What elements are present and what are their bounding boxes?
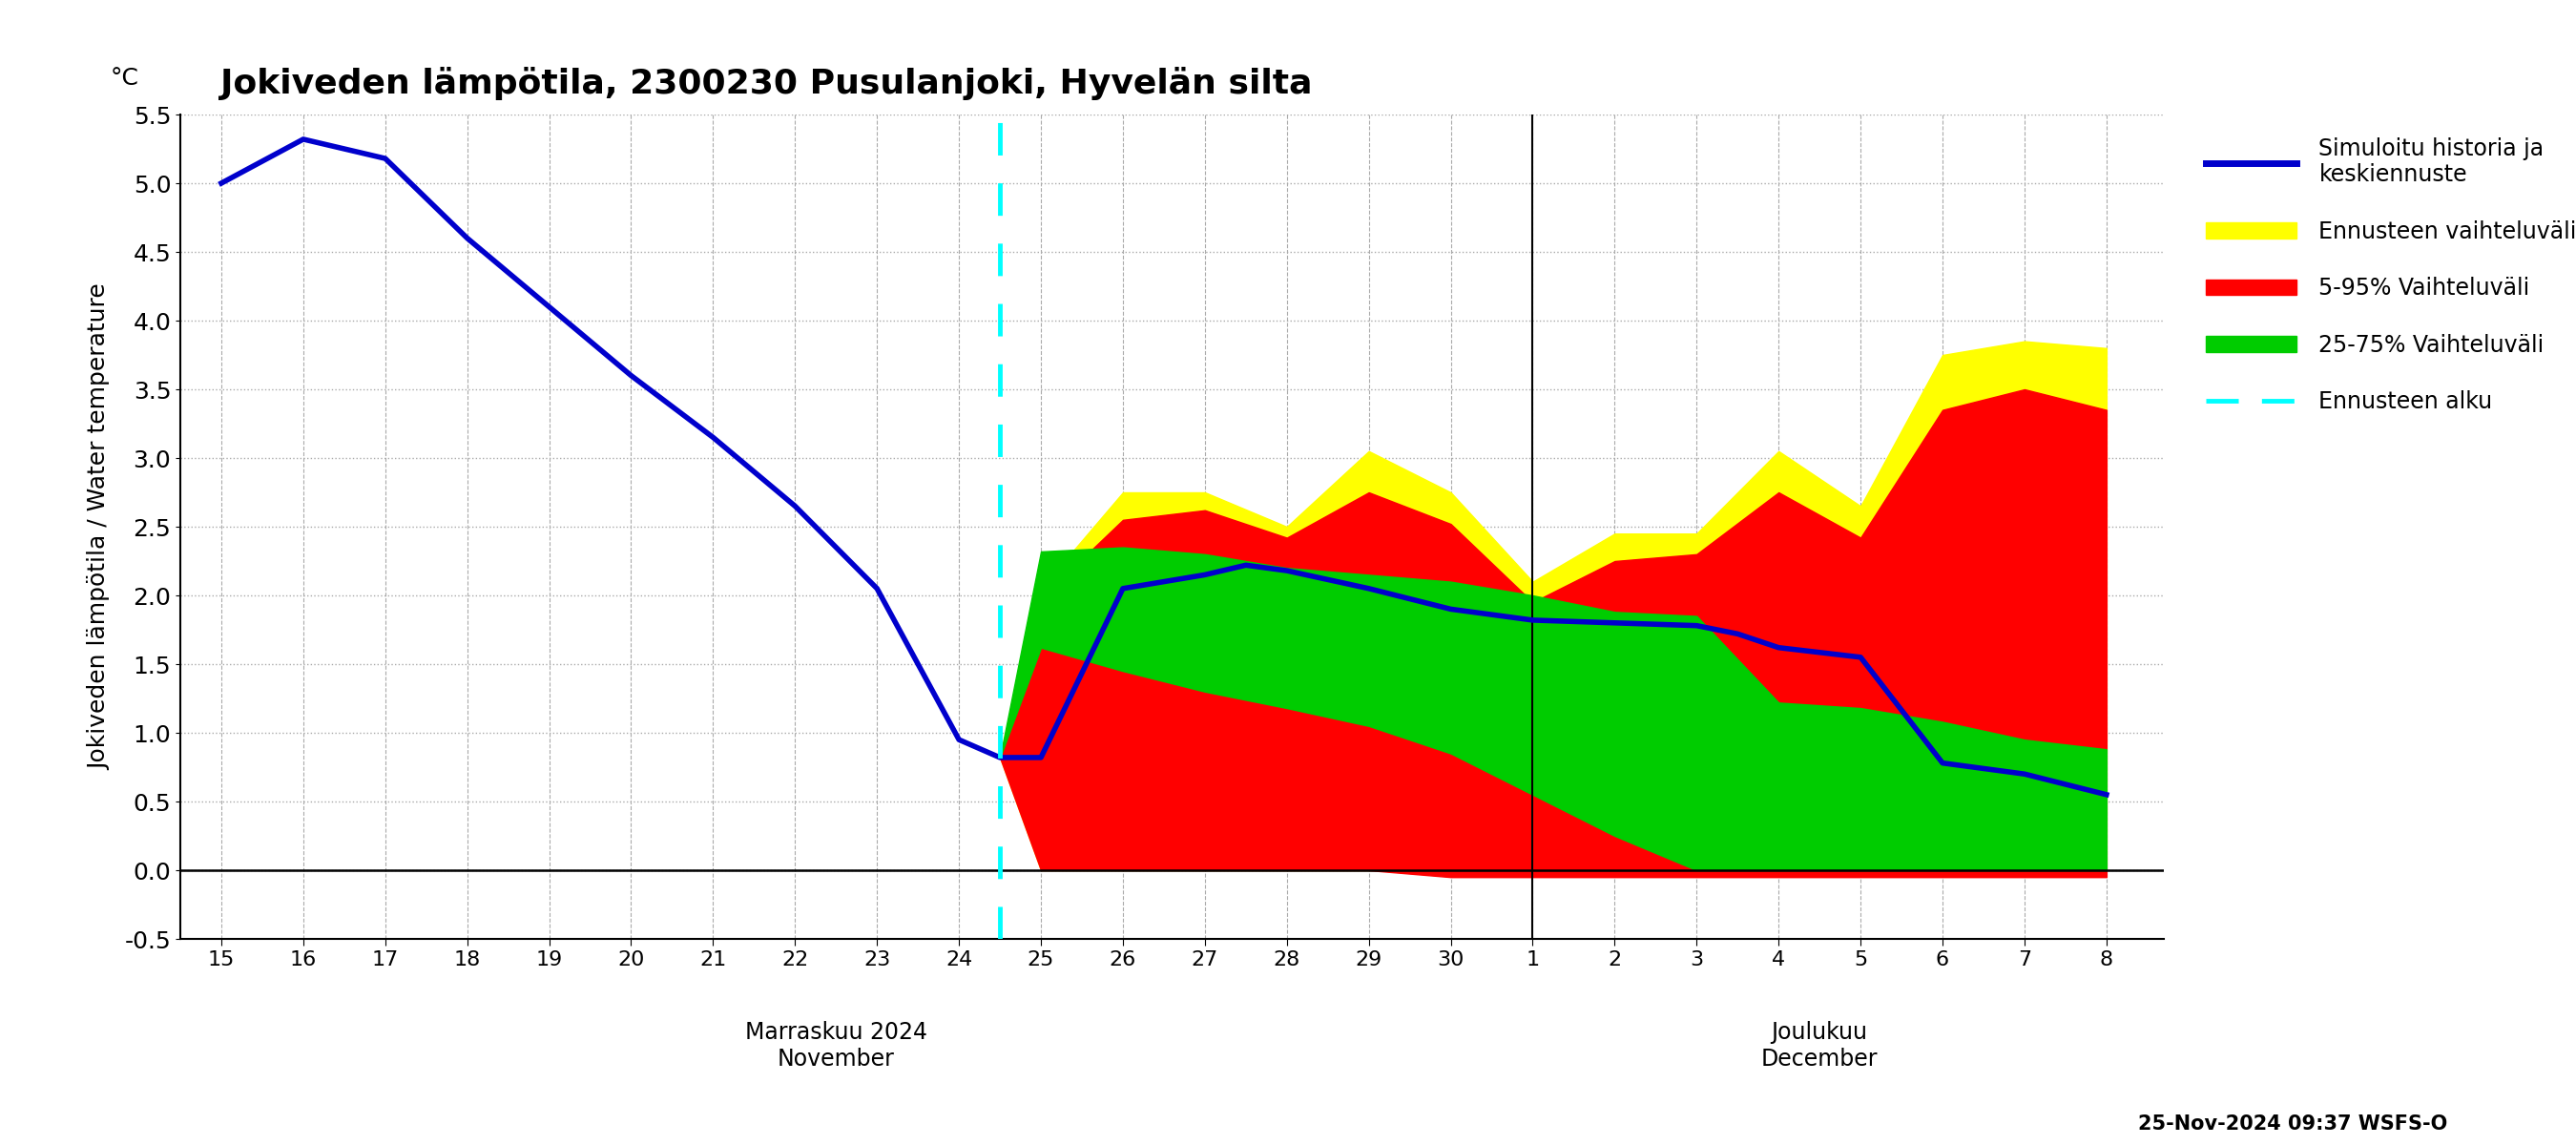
Y-axis label: Jokiveden lämpötila / Water temperature: Jokiveden lämpötila / Water temperature: [88, 284, 111, 769]
Text: °C: °C: [111, 66, 139, 89]
Text: Marraskuu 2024
November: Marraskuu 2024 November: [744, 1021, 927, 1071]
Text: 25-Nov-2024 09:37 WSFS-O: 25-Nov-2024 09:37 WSFS-O: [2138, 1114, 2447, 1134]
Legend: Simuloitu historia ja
keskiennuste, Ennusteen vaihteluväli, 5-95% Vaihteluväli, : Simuloitu historia ja keskiennuste, Ennu…: [2195, 126, 2576, 425]
Text: Jokiveden lämpötila, 2300230 Pusulanjoki, Hyvelän silta: Jokiveden lämpötila, 2300230 Pusulanjoki…: [219, 66, 1311, 100]
Text: Joulukuu
December: Joulukuu December: [1762, 1021, 1878, 1071]
